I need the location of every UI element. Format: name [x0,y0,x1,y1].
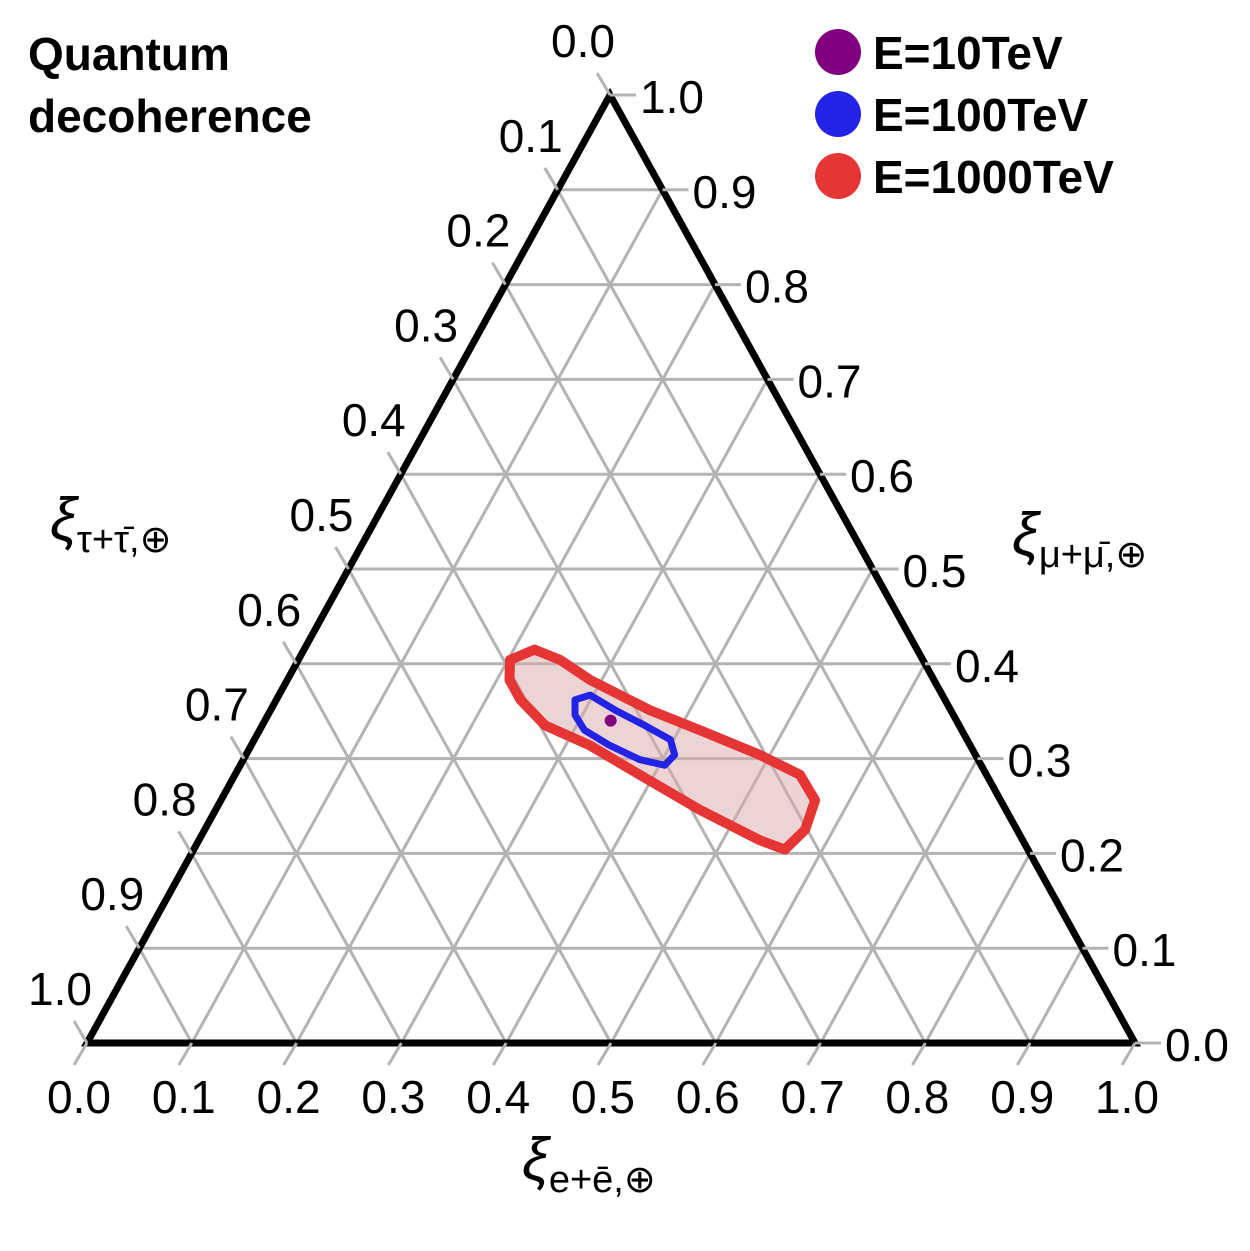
x-tick-label: 0.3 [361,1071,425,1123]
x-tick-label: 0.0 [47,1071,111,1123]
mu-tick-label: 0.5 [903,545,967,597]
axis-subscript: e+ē,⊕ [549,1159,656,1201]
tick-mark [543,167,559,191]
x-tick-label: 0.6 [676,1071,740,1123]
legend-label: E=10TeV [873,27,1063,79]
legend-marker [815,91,861,137]
tick-mark [491,1042,508,1066]
tick-mark [387,1042,403,1066]
axis-subscript: τ+τ̄,⊕ [77,519,172,561]
tick-mark [491,261,507,286]
tau-tick-label: 0.3 [394,299,458,351]
axis-symbol: ξ [50,486,80,553]
x-tick-label: 0.5 [571,1071,635,1123]
axis-label: ξe+ē,⊕ [522,1126,656,1201]
legend-marker [815,153,861,199]
x-tick-label: 0.9 [990,1071,1054,1123]
tau-tick-label: 0.8 [133,773,197,825]
axis-label: ξτ+τ̄,⊕ [50,486,171,561]
mu-tick-label: 0.6 [850,450,914,502]
tau-tick-label: 0.9 [80,868,144,920]
legend-marker [815,29,861,75]
contour [571,691,679,769]
tick-mark [595,72,612,96]
grid-line [819,757,979,1044]
tick-mark [596,1042,613,1066]
tau-tick-label: 0.5 [290,489,354,541]
chart-title: Quantum [28,28,230,80]
axis-symbol: ξ [522,1126,552,1193]
tau-tick-label: 0.1 [499,110,563,162]
mu-tick-label: 0.0 [1165,1019,1229,1071]
tick-mark [177,1042,194,1066]
grid-line [347,568,613,1044]
tau-tick-label: 0.7 [185,679,249,731]
grid-line [190,852,298,1044]
grid-line [399,473,718,1044]
tick-mark [386,451,403,475]
legend-label: E=100TeV [873,89,1089,141]
point [604,714,617,727]
grid [137,188,1084,1044]
tick-mark [911,1042,927,1066]
ticks: 0.0 0.1 0.2 0.3 0.4 0.5 0.6 0.7 0.8 0.9 1.00.00.10… [28,15,1229,1123]
axis-subscript: μ+μ̄,⊕ [1039,534,1147,576]
tick-mark [1015,1042,1032,1066]
x-tick-label: 0.2 [257,1071,321,1123]
grid-line [242,757,403,1044]
tick-mark [282,1042,298,1066]
tick-mark [438,356,455,381]
tick-mark [177,830,193,855]
tick-mark [334,546,350,570]
mu-tick-label: 0.9 [693,166,757,218]
mu-tick-label: 0.1 [1113,924,1177,976]
grid-line [1028,947,1084,1044]
tick-mark [1120,1042,1137,1066]
legend: E=1000TeV E=100TeV E=10TeV [815,27,1114,203]
axis-symbol: ξ [1012,501,1042,568]
tick-mark [229,735,246,760]
plot-area [504,644,821,855]
mu-tick-label: 0.4 [955,640,1019,692]
tick-mark [701,1042,718,1066]
x-tick-label: 0.4 [466,1071,530,1123]
mu-tick-label: 0.2 [1060,829,1124,881]
tau-tick-label: 0.6 [237,584,301,636]
tick-mark [806,1042,822,1066]
legend-label: E=1000TeV [873,151,1114,203]
mu-tick-label: 0.3 [1008,735,1072,787]
x-tick-label: 0.7 [781,1071,845,1123]
grid-line [294,663,508,1044]
mu-tick-label: 1.0 [640,71,704,123]
tau-tick-label: 0.0 [551,15,615,67]
mu-tick-label: 0.7 [798,355,862,407]
tau-tick-label: 1.0 [28,963,92,1015]
grid-line [190,189,664,1044]
chart-title: decoherence [28,90,312,142]
tau-tick-label: 0.2 [446,205,510,257]
tick-mark [281,641,298,665]
tick-mark [72,1042,89,1066]
tau-tick-label: 0.4 [342,394,406,446]
x-tick-label: 0.1 [152,1071,216,1123]
grid-line [504,283,927,1044]
x-tick-label: 1.0 [1095,1071,1159,1123]
tick-mark [72,1020,89,1044]
x-tick-label: 0.8 [885,1071,949,1123]
tick-mark [125,925,141,949]
grid-line [137,947,194,1044]
mu-tick-label: 0.8 [745,261,809,313]
contour [504,644,821,855]
grid-line [556,189,1032,1044]
axis-label: ξμ+μ̄,⊕ [1012,501,1147,576]
